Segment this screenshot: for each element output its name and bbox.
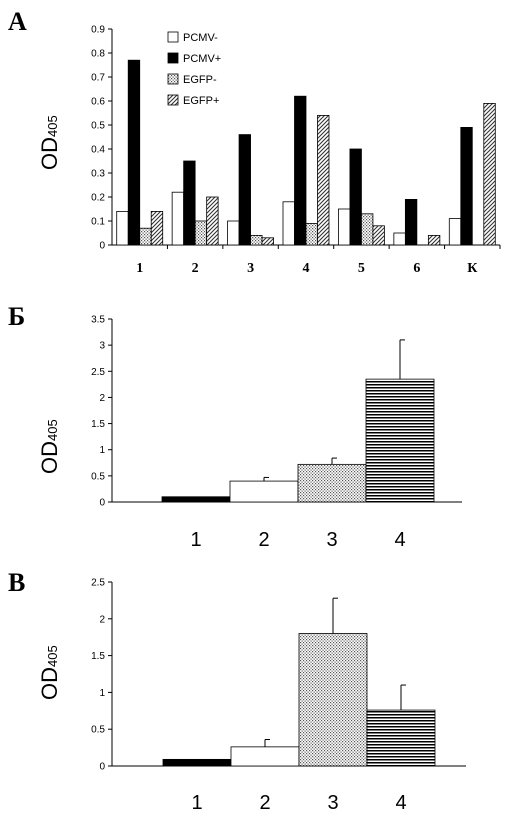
- legend-swatch-a: [167, 31, 179, 43]
- bar: [298, 633, 368, 767]
- bar-a: [294, 95, 307, 246]
- legend-label-a: PCMV-: [183, 32, 218, 44]
- bar-a: [139, 227, 152, 246]
- legend-label-a: PCMV+: [183, 53, 221, 65]
- bar-a: [317, 115, 330, 246]
- bar-a: [150, 210, 164, 246]
- x-tick-label: 2: [259, 792, 270, 814]
- bar-a: [227, 220, 240, 246]
- x-tick-label: 2: [258, 529, 269, 551]
- x-tick-label-a: К: [467, 261, 478, 276]
- bar-a: [194, 220, 208, 246]
- bar-a: [282, 201, 295, 246]
- x-tick-label: 4: [395, 792, 406, 814]
- y-tick-label: 1.5: [91, 651, 105, 662]
- bar-a: [250, 234, 263, 246]
- bar-a: [338, 208, 351, 246]
- y-tick-label: 2.5: [91, 578, 105, 589]
- bar: [229, 480, 299, 503]
- y-tick-label: 1.5: [91, 419, 105, 430]
- bar-a: [183, 160, 196, 246]
- bar-a: [116, 210, 129, 246]
- y-tick-label-a: 0.1: [91, 217, 105, 228]
- y-tick-label: 0: [99, 498, 105, 509]
- y-tick-label-a: 0.2: [91, 193, 105, 204]
- y-tick-label-a: 0.3: [91, 169, 105, 180]
- bar: [230, 746, 300, 767]
- legend-a: PCMV- PCMV+ EGFP- EGFP+: [167, 31, 221, 107]
- bar-a: [393, 232, 406, 246]
- bar: [297, 463, 367, 503]
- x-tick-label: 4: [394, 529, 405, 551]
- panel-letter-v: В: [8, 568, 25, 597]
- bar-a: [238, 134, 251, 246]
- bar: [161, 496, 231, 503]
- y-tick-label: 2: [99, 393, 105, 404]
- y-tick-label: 2.5: [91, 367, 105, 378]
- y-tick-label: 3.5: [91, 315, 105, 326]
- legend-swatch-a: [167, 94, 179, 106]
- y-tick-label-a: 0.9: [91, 25, 105, 36]
- x-tick-label-a: 6: [413, 261, 420, 276]
- bar: [366, 709, 436, 767]
- legend-swatch-a: [167, 73, 179, 85]
- bar-a: [427, 234, 441, 246]
- x-tick-label: 3: [327, 792, 338, 814]
- y-tick-label: 3: [99, 341, 105, 352]
- bar-a: [448, 218, 462, 246]
- y-axis-label-a: OD405: [37, 115, 62, 170]
- panel-letter-b: Б: [8, 302, 25, 331]
- y-tick-label: 2: [99, 614, 105, 625]
- legend-label-a: EGFP+: [183, 95, 219, 107]
- y-tick-label-a: 0.6: [91, 97, 105, 108]
- bar-a: [372, 225, 385, 246]
- y-tick-label-a: 0.7: [91, 73, 105, 84]
- x-tick-label: 3: [326, 529, 337, 551]
- x-tick-label-a: 4: [303, 261, 310, 276]
- y-tick-label: 0.5: [91, 725, 105, 736]
- bar-a: [261, 237, 274, 246]
- x-tick-label-a: 3: [247, 261, 254, 276]
- y-tick-label-a: 0: [99, 241, 105, 252]
- bar-a: [361, 213, 374, 246]
- bar-a: [171, 191, 185, 246]
- x-tick-label-a: 1: [136, 261, 143, 276]
- bar-a: [206, 196, 219, 246]
- x-tick-label: 1: [191, 792, 202, 814]
- panel-letter-a: А: [8, 7, 27, 36]
- bar-a: [460, 127, 473, 246]
- y-tick-label-a: 0.8: [91, 49, 105, 60]
- bar-a: [305, 222, 318, 246]
- chart-a: 0 0.1 0.2 0.3 0.4 0.5 0.6 0.7 0.8 0.9 1 2 3 4 5 6 К: [91, 25, 501, 276]
- bar: [365, 378, 435, 503]
- x-tick-label-a: 2: [192, 261, 199, 276]
- y-tick-label: 1: [99, 445, 105, 456]
- bar-a: [404, 198, 418, 246]
- bar-a: [349, 148, 362, 246]
- bar-a: [483, 103, 496, 246]
- legend-swatch-a: [167, 52, 179, 64]
- y-tick-label-a: 0.4: [91, 145, 105, 156]
- chart-v: 0 0.5 1 1.5 2 2.5 1 2 3 4: [91, 578, 466, 814]
- x-tick-label-a: 5: [358, 261, 365, 276]
- legend-label-a: EGFP-: [183, 74, 217, 86]
- y-tick-label: 1: [99, 688, 105, 699]
- y-axis-label-v: OD405: [37, 645, 62, 700]
- chart-b: 0 0.5 1 1.5 2 2.5 3 3.5 1 2 3 4: [91, 315, 462, 551]
- x-tick-label: 1: [190, 529, 201, 551]
- bar: [162, 758, 232, 767]
- y-tick-label-a: 0.5: [91, 121, 105, 132]
- bar-a: [127, 59, 141, 246]
- y-axis-label-b: OD405: [37, 419, 62, 474]
- y-tick-label: 0: [99, 762, 105, 773]
- y-tick-label: 0.5: [91, 471, 105, 482]
